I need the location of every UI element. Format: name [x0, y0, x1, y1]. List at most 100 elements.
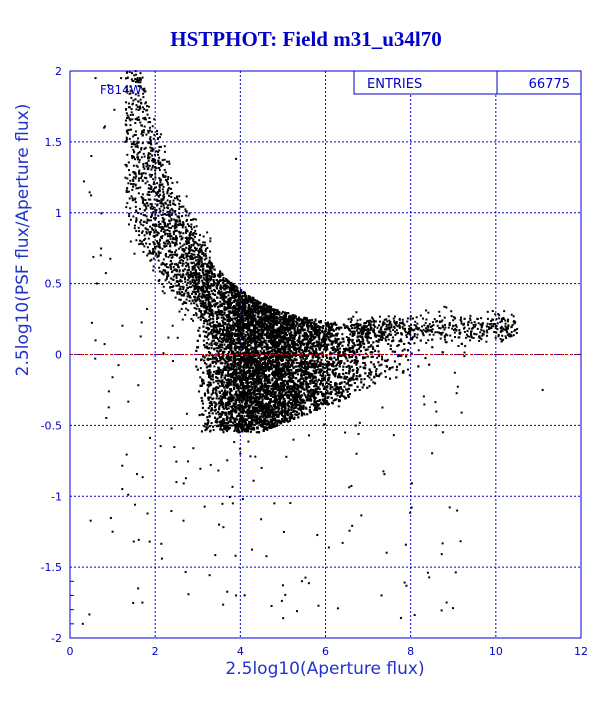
data-point	[294, 386, 297, 389]
data-point	[223, 411, 226, 414]
data-point	[221, 286, 224, 289]
data-point	[284, 415, 287, 418]
data-point	[221, 298, 224, 301]
data-point	[256, 329, 259, 332]
data-point	[334, 337, 337, 340]
data-point	[211, 325, 214, 328]
data-point	[221, 319, 224, 322]
grid-lines	[70, 71, 581, 638]
data-point	[281, 351, 284, 354]
data-point	[297, 389, 300, 392]
data-point	[368, 376, 371, 379]
data-point	[236, 376, 239, 379]
data-point	[205, 363, 208, 366]
data-point	[300, 409, 303, 412]
data-point	[305, 360, 308, 363]
data-point	[219, 284, 222, 287]
data-point	[290, 368, 293, 371]
data-point	[282, 400, 285, 403]
data-point	[271, 406, 274, 409]
data-point	[359, 365, 362, 368]
data-point	[384, 375, 387, 378]
data-point	[239, 352, 242, 355]
data-point	[246, 430, 249, 433]
data-point	[342, 368, 345, 371]
data-point	[254, 413, 257, 416]
data-point	[323, 363, 326, 366]
data-point	[199, 376, 202, 379]
data-point	[267, 369, 270, 372]
data-point	[229, 310, 232, 313]
data-point	[243, 415, 246, 418]
data-point	[380, 372, 383, 375]
data-point	[212, 378, 215, 381]
data-point	[222, 316, 225, 319]
data-point	[279, 367, 282, 370]
data-point	[230, 420, 233, 423]
data-point	[219, 362, 222, 365]
data-point	[367, 346, 370, 349]
data-point	[239, 298, 242, 301]
data-point	[241, 310, 244, 313]
data-point	[286, 412, 289, 415]
data-point	[217, 351, 220, 354]
data-point	[257, 353, 260, 356]
data-point	[270, 360, 273, 363]
data-point	[242, 359, 245, 362]
data-point	[315, 347, 318, 350]
data-point	[332, 360, 335, 363]
data-point	[288, 332, 291, 335]
data-point	[308, 406, 311, 409]
data-point	[257, 321, 260, 324]
data-point	[265, 333, 268, 336]
data-point	[307, 355, 310, 358]
data-point	[303, 392, 306, 395]
data-point	[279, 350, 282, 353]
data-point	[221, 272, 224, 275]
data-point	[288, 354, 291, 357]
data-point	[253, 390, 256, 393]
data-point	[304, 401, 307, 404]
data-point	[202, 339, 205, 342]
data-point	[395, 329, 398, 332]
data-point	[218, 390, 221, 393]
data-point	[196, 305, 199, 308]
data-point	[228, 356, 231, 359]
data-point	[324, 402, 327, 405]
data-point	[252, 314, 255, 317]
data-point	[376, 356, 379, 359]
data-point	[226, 318, 229, 321]
data-point	[243, 384, 246, 387]
data-point	[215, 358, 218, 361]
data-point	[271, 319, 274, 322]
data-point	[332, 399, 335, 402]
data-point	[341, 333, 344, 336]
data-point	[241, 385, 244, 388]
data-point	[295, 394, 298, 397]
data-point	[287, 351, 290, 354]
data-point	[348, 350, 351, 353]
data-point	[233, 383, 236, 386]
data-point	[227, 360, 230, 363]
data-point	[292, 361, 295, 364]
data-point	[289, 320, 292, 323]
data-point	[212, 429, 215, 432]
data-point	[247, 308, 250, 311]
data-point	[367, 333, 370, 336]
data-point	[214, 341, 217, 344]
data-point	[324, 327, 327, 330]
data-point	[224, 397, 227, 400]
data-point	[320, 392, 323, 395]
data-point	[340, 391, 343, 394]
data-point	[320, 343, 323, 346]
data-point	[338, 390, 341, 393]
data-point	[270, 362, 273, 365]
data-point	[232, 328, 235, 331]
data-point	[244, 385, 247, 388]
data-point	[288, 322, 291, 325]
data-point	[330, 364, 333, 367]
data-point	[256, 417, 259, 420]
data-point	[206, 388, 209, 391]
data-point	[237, 364, 240, 367]
